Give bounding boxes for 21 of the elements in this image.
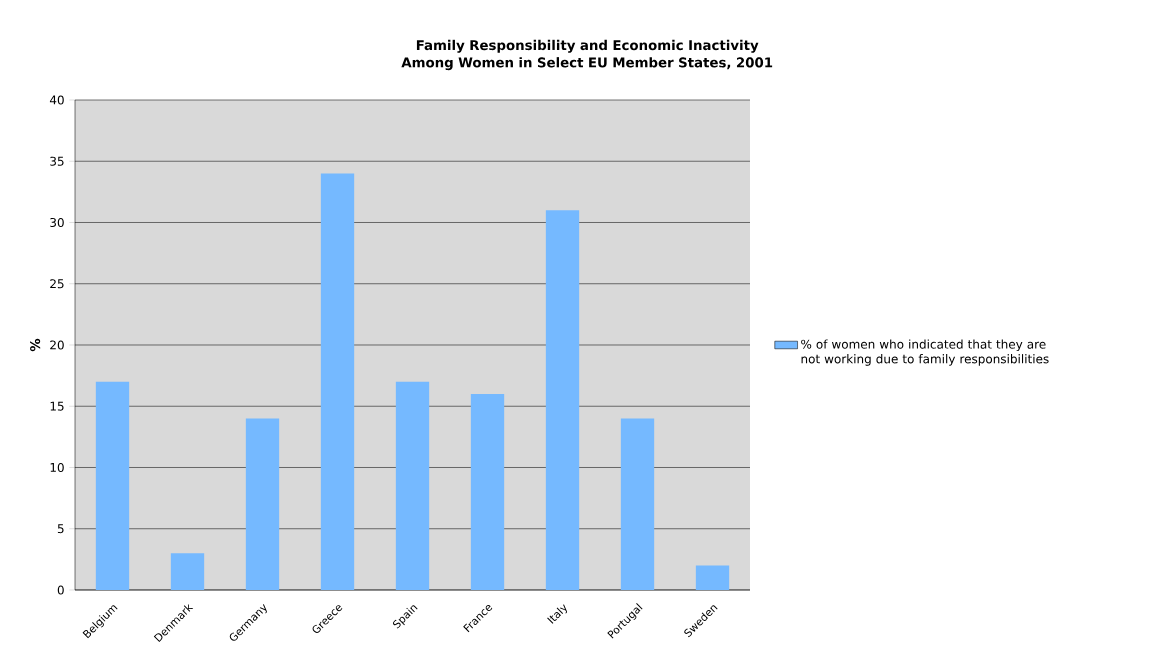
y-tick-label: 20 bbox=[50, 340, 64, 350]
bar bbox=[695, 565, 730, 590]
bar bbox=[620, 418, 655, 590]
bar bbox=[245, 418, 280, 590]
bar bbox=[95, 381, 130, 590]
y-tick-label: 15 bbox=[50, 401, 64, 411]
y-tick-label: 0 bbox=[57, 585, 64, 595]
bar bbox=[545, 210, 580, 590]
y-axis-title: % bbox=[30, 338, 41, 352]
bar bbox=[320, 173, 355, 590]
bar bbox=[395, 381, 430, 590]
y-tick-label: 5 bbox=[57, 524, 64, 534]
y-tick-label: 35 bbox=[50, 156, 64, 166]
legend-label: % of women who indicated that they are not working due to family responsibilities bbox=[801, 339, 1049, 366]
bar bbox=[470, 394, 505, 590]
chart-title: Family Responsibility and Economic Inactivity Among Women in Select EU Member States, 2001 bbox=[401, 39, 773, 71]
y-tick-label: 30 bbox=[50, 217, 64, 228]
y-tick-label: 25 bbox=[50, 279, 64, 289]
bar bbox=[170, 553, 205, 590]
y-tick-label: 10 bbox=[50, 462, 64, 473]
y-tick-label: 40 bbox=[49, 95, 64, 105]
